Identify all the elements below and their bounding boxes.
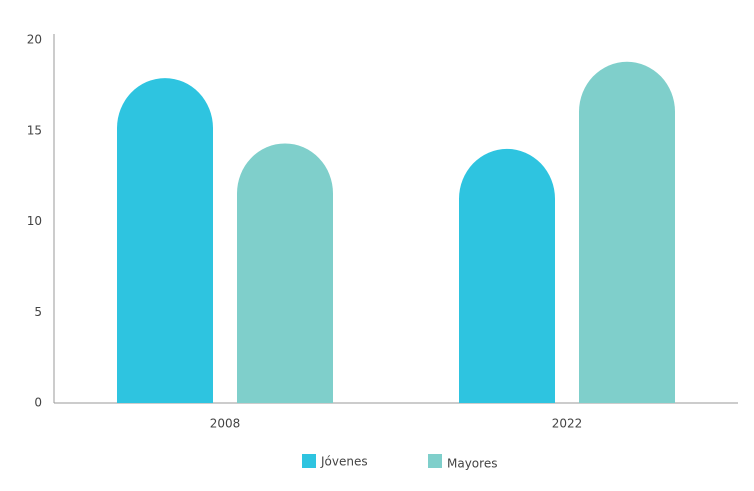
y-tick-label: 10 bbox=[27, 214, 42, 228]
y-tick-label: 0 bbox=[34, 396, 42, 410]
bar bbox=[117, 78, 213, 404]
legend-label: Mayores bbox=[447, 457, 497, 471]
legend-swatch bbox=[428, 454, 442, 468]
bar bbox=[237, 143, 333, 403]
y-tick-label: 15 bbox=[27, 123, 42, 137]
legend-label: Jóvenes bbox=[320, 455, 368, 469]
y-tick-label: 20 bbox=[27, 33, 42, 47]
bar bbox=[459, 148, 555, 403]
bar bbox=[579, 61, 675, 403]
x-tick-label: 2008 bbox=[210, 417, 241, 431]
y-tick-label: 5 bbox=[34, 305, 42, 319]
x-tick-label: 2022 bbox=[552, 417, 583, 431]
legend-swatch bbox=[302, 454, 316, 468]
